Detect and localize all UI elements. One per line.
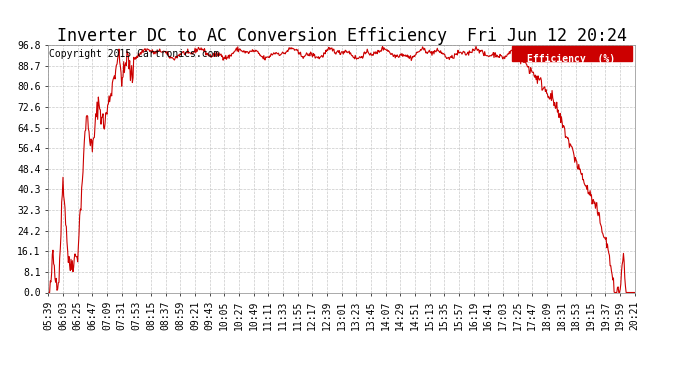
Title: Inverter DC to AC Conversion Efficiency  Fri Jun 12 20:24: Inverter DC to AC Conversion Efficiency … (57, 27, 627, 45)
Text: Copyright 2015 Cartronics.com: Copyright 2015 Cartronics.com (50, 49, 220, 59)
FancyBboxPatch shape (512, 46, 632, 61)
Text: Efficiency  (%): Efficiency (%) (527, 54, 615, 64)
